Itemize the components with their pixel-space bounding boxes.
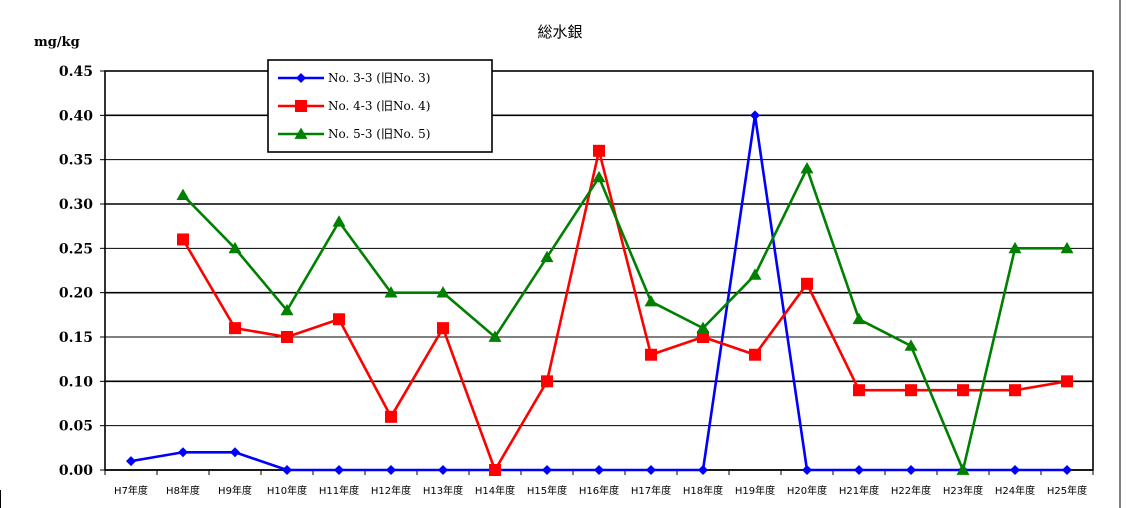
y-tick-label: 0.40 <box>59 108 93 124</box>
x-tick-label: H8年度 <box>166 484 200 497</box>
legend-label: No. 5-3 (旧No. 5) <box>328 127 430 141</box>
x-tick-label: H12年度 <box>371 484 411 497</box>
data-point-square <box>957 384 969 396</box>
series-line <box>183 151 1067 470</box>
y-tick-label: 0.30 <box>59 197 93 213</box>
data-point-square <box>295 100 307 112</box>
data-point-square <box>333 313 345 325</box>
data-point-diamond <box>542 465 552 475</box>
data-point-diamond <box>906 465 916 475</box>
y-tick-label: 0.10 <box>59 374 93 390</box>
data-point-diamond <box>386 465 396 475</box>
data-point-square <box>593 145 605 157</box>
data-point-triangle <box>645 295 658 306</box>
x-tick-label: H22年度 <box>891 484 931 497</box>
x-tick-label: H9年度 <box>218 484 252 497</box>
data-point-diamond <box>1010 465 1020 475</box>
x-tick-label: H17年度 <box>631 484 671 497</box>
data-point-square <box>853 384 865 396</box>
data-point-triangle <box>801 162 814 173</box>
data-point-diamond <box>1062 465 1072 475</box>
y-tick-label: 0.25 <box>59 241 93 257</box>
legend-label: No. 4-3 (旧No. 4) <box>328 99 430 113</box>
series-3 <box>177 162 1074 475</box>
y-axis-unit-label: mg/kg <box>34 35 80 50</box>
legend-label: No. 3-3 (旧No. 3) <box>328 71 430 85</box>
data-point-diamond <box>698 465 708 475</box>
y-tick-label: 0.20 <box>59 286 93 302</box>
data-point-square <box>1009 384 1021 396</box>
data-point-square <box>177 233 189 245</box>
data-point-diamond <box>282 465 292 475</box>
data-point-triangle <box>333 215 346 226</box>
x-tick-label: H25年度 <box>1047 484 1087 497</box>
x-tick-label: H21年度 <box>839 484 879 497</box>
data-point-square <box>1061 375 1073 387</box>
y-tick-label: 0.00 <box>59 463 93 479</box>
legend-entry-2: No. 4-3 (旧No. 4) <box>278 99 430 113</box>
data-point-square <box>281 331 293 343</box>
y-tick-label: 0.35 <box>59 153 93 169</box>
x-tick-label: H18年度 <box>683 484 723 497</box>
data-point-triangle <box>905 339 918 350</box>
series-2 <box>177 145 1073 476</box>
x-tick-label: H13年度 <box>423 484 463 497</box>
y-axis-ticks: 0.00 0.05 0.10 0.15 0.20 0.25 0.30 0.35 0.40 0.45 <box>59 64 105 479</box>
data-point-square <box>645 349 657 361</box>
data-point-diamond <box>178 447 188 457</box>
data-point-diamond <box>854 465 864 475</box>
data-point-diamond <box>126 456 136 466</box>
data-point-square <box>489 464 501 476</box>
y-tick-label: 0.05 <box>59 419 93 435</box>
data-point-diamond <box>334 465 344 475</box>
data-point-square <box>229 322 241 334</box>
y-tick-label: 0.45 <box>59 64 93 80</box>
data-point-diamond <box>802 465 812 475</box>
data-point-diamond <box>230 447 240 457</box>
legend: No. 3-3 (旧No. 3) No. 4-3 (旧No. 4) No. 5-3 … <box>268 60 492 152</box>
x-tick-label: H20年度 <box>787 484 827 497</box>
data-point-diamond <box>646 465 656 475</box>
x-tick-label: H19年度 <box>735 484 775 497</box>
x-tick-label: H23年度 <box>943 484 983 497</box>
data-point-diamond <box>594 465 604 475</box>
data-point-square <box>385 411 397 423</box>
x-tick-label: H11年度 <box>319 484 359 497</box>
x-tick-label: H16年度 <box>579 484 619 497</box>
data-point-diamond <box>750 110 760 120</box>
data-point-triangle <box>749 268 762 279</box>
data-point-square <box>437 322 449 334</box>
x-tick-label: H7年度 <box>114 484 148 497</box>
x-tick-label: H14年度 <box>475 484 515 497</box>
data-point-square <box>749 349 761 361</box>
data-point-square <box>905 384 917 396</box>
data-point-diamond <box>438 465 448 475</box>
x-tick-label: H24年度 <box>995 484 1035 497</box>
chart-title: 総水銀 <box>537 23 582 41</box>
data-point-square <box>801 278 813 290</box>
data-point-triangle <box>177 189 190 200</box>
data-point-square <box>541 375 553 387</box>
y-tick-label: 0.15 <box>59 330 93 346</box>
x-tick-label: H10年度 <box>267 484 307 497</box>
x-tick-label: H15年度 <box>527 484 567 497</box>
data-point-triangle <box>853 313 866 324</box>
series-line <box>183 169 1067 470</box>
